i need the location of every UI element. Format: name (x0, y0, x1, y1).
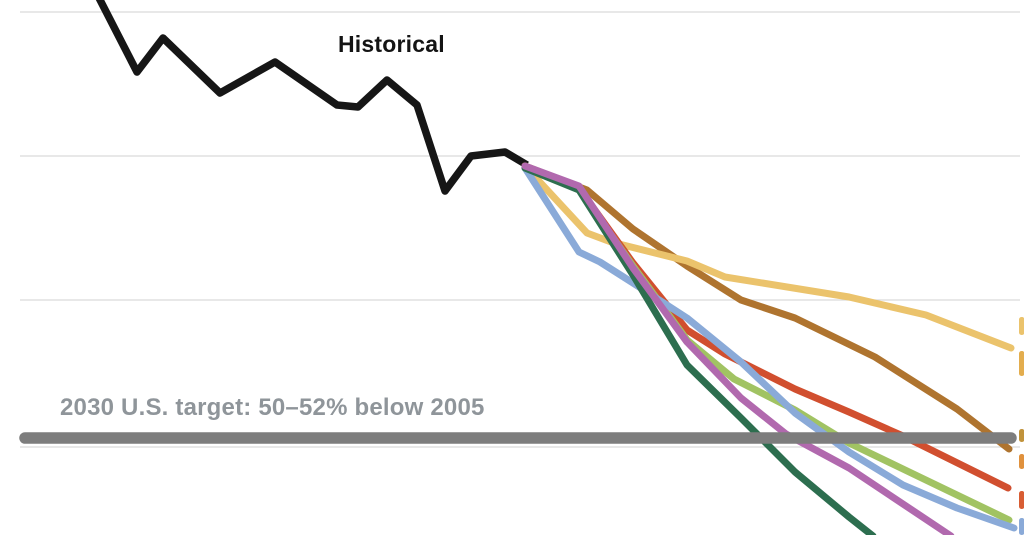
cropped-right-edge-label-mark (1019, 491, 1024, 509)
scenario-purple-line (521, 162, 955, 535)
scenario-ochre-line (521, 162, 1013, 453)
cropped-right-edge-label-mark (1019, 351, 1024, 376)
scenario-lightblue-line (521, 164, 1018, 532)
historical-line (95, 0, 529, 195)
cropped-right-edge-label-mark (1019, 518, 1024, 535)
cropped-right-edge-label-mark (1019, 429, 1024, 442)
scenario-tan-line (521, 162, 1015, 352)
cropped-right-edge-label-mark (1019, 317, 1024, 335)
target-line-label: 2030 U.S. target: 50–52% below 2005 (60, 394, 485, 421)
cropped-right-edge-label-mark (1019, 454, 1024, 469)
historical-line-label: Historical (338, 31, 445, 57)
